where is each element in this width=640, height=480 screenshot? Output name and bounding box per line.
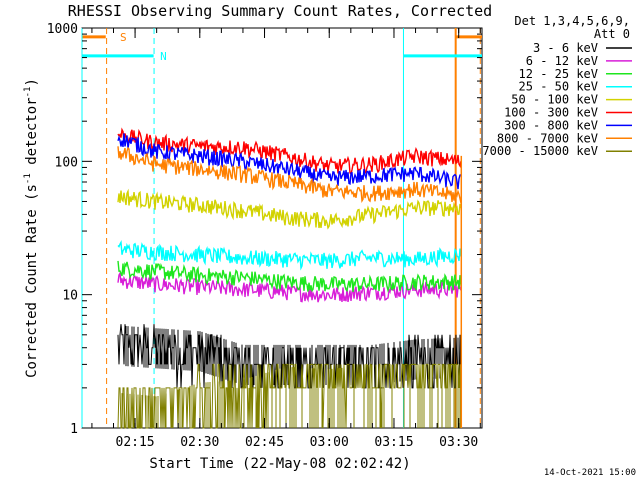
x-tick-label: 02:15 xyxy=(116,435,155,450)
y-axis-label-main: Corrected Count Rate (s xyxy=(24,184,40,378)
y-axis-ticks: 1 10 100 1000 xyxy=(47,22,482,437)
y-axis-label-sup1: -1 xyxy=(23,173,33,184)
series-trace xyxy=(117,260,462,293)
series-50-100keV xyxy=(117,188,462,230)
series-trace xyxy=(117,188,462,230)
y-axis-label-sup2: -1 xyxy=(23,87,33,98)
y-axis-label-mid: detector xyxy=(24,97,40,173)
legend-label: 50 - 100 keV xyxy=(511,93,598,107)
legend-label: 300 - 800 keV xyxy=(504,118,598,132)
x-tick-label: 03:30 xyxy=(439,435,478,450)
series-25-50keV xyxy=(117,240,462,271)
footer-date: 14-Oct-2021 15:00 xyxy=(544,468,636,478)
y-axis-label-end: ) xyxy=(24,78,40,86)
legend-label: 12 - 25 keV xyxy=(519,67,598,81)
series-300-800keV xyxy=(117,133,462,190)
saa-label: S xyxy=(120,31,127,44)
y-tick-label: 10 xyxy=(62,289,78,304)
series-100-300keV xyxy=(117,127,462,176)
x-tick-label: 02:45 xyxy=(245,435,284,450)
y-tick-label: 1 xyxy=(70,422,78,437)
legend-label: 6 - 12 keV xyxy=(526,54,598,68)
x-axis-label: Start Time (22-May-08 02:02:42) xyxy=(149,456,410,472)
series-trace xyxy=(117,271,462,303)
series-trace xyxy=(117,240,462,271)
series-7000-15000keV xyxy=(117,363,462,429)
legend-label: 100 - 300 keV xyxy=(504,106,598,120)
series-800-7000keV xyxy=(117,146,462,204)
x-tick-label: 02:30 xyxy=(180,435,219,450)
night-label: N xyxy=(160,50,167,63)
y-tick-label: 100 xyxy=(55,155,78,170)
legend-header-line-2: Att 0 xyxy=(594,27,630,41)
legend-label: 7000 - 15000 keV xyxy=(482,144,598,158)
series-trace xyxy=(117,146,462,204)
series-layer xyxy=(117,127,463,429)
x-axis-ticks: 02:15 02:30 02:45 03:00 03:15 03:30 xyxy=(91,28,481,450)
y-tick-label: 1000 xyxy=(47,22,78,37)
legend-label: 800 - 7000 keV xyxy=(497,131,598,145)
legend-header-line-1: Det 1,3,4,5,6,9, xyxy=(514,14,630,28)
x-tick-label: 03:15 xyxy=(374,435,413,450)
series-trace xyxy=(117,127,462,176)
series-6-12keV xyxy=(117,271,462,303)
series-12-25keV xyxy=(117,260,462,293)
chart-title: RHESSI Observing Summary Count Rates, Co… xyxy=(68,2,492,20)
legend-label: 25 - 50 keV xyxy=(519,80,598,94)
legend-label: 3 - 6 keV xyxy=(533,41,598,55)
x-tick-label: 03:00 xyxy=(310,435,349,450)
y-axis-label: Corrected Count Rate (s-1 detector-1) xyxy=(23,78,40,378)
series-trace xyxy=(117,133,462,190)
